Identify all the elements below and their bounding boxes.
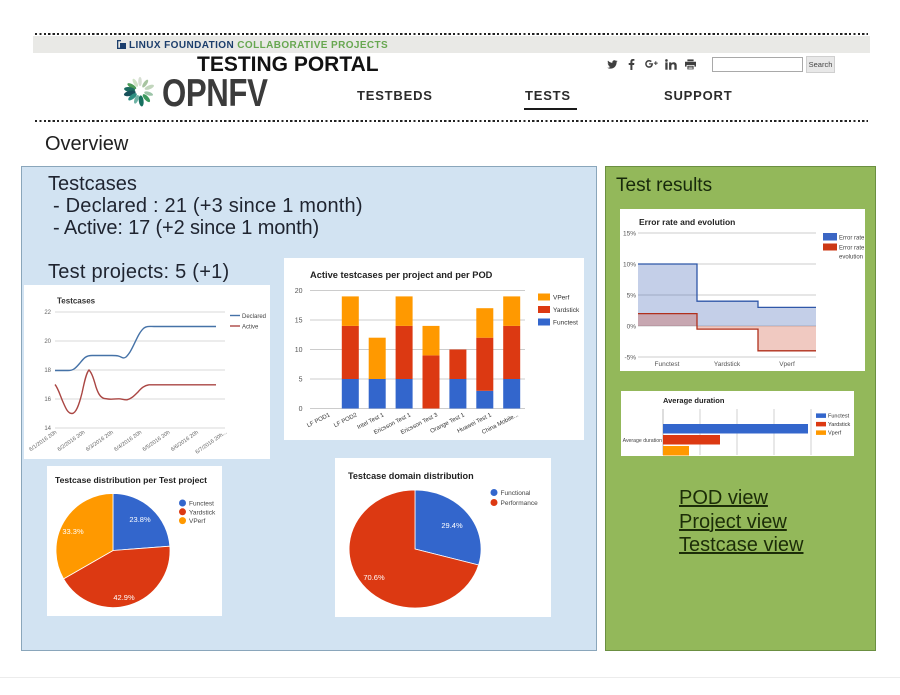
svg-text:Error rate and evolution: Error rate and evolution (639, 217, 735, 227)
svg-text:22: 22 (44, 310, 51, 316)
svg-text:70.6%: 70.6% (363, 573, 385, 582)
svg-text:Testcase domain distribution: Testcase domain distribution (348, 471, 474, 481)
svg-text:6/4/2016 20h: 6/4/2016 20h (113, 430, 143, 453)
svg-text:0: 0 (299, 406, 303, 413)
svg-text:18: 18 (44, 368, 51, 374)
svg-text:Average duration: Average duration (663, 396, 725, 405)
svg-text:Yardstick: Yardstick (189, 509, 216, 516)
svg-text:5%: 5% (627, 293, 637, 300)
svg-text:Functest: Functest (553, 320, 578, 327)
svg-text:Average duration: Average duration (623, 438, 663, 444)
svg-text:Active: Active (242, 325, 259, 331)
svg-text:Vperf: Vperf (828, 431, 842, 437)
svg-text:Testcase distribution per Test: Testcase distribution per Test project (55, 475, 207, 485)
svg-text:LF POD2: LF POD2 (333, 412, 359, 429)
svg-text:23.8%: 23.8% (129, 515, 151, 524)
svg-text:Active testcases per project a: Active testcases per project and per POD (310, 270, 493, 280)
svg-text:evolution: evolution (839, 255, 863, 261)
svg-text:15%: 15% (623, 231, 636, 238)
svg-text:Functest: Functest (189, 501, 214, 508)
svg-text:Functest: Functest (828, 414, 850, 420)
svg-text:Declared: Declared (242, 314, 266, 320)
svg-text:10%: 10% (623, 262, 636, 269)
svg-text:29.4%: 29.4% (441, 521, 463, 530)
svg-text:VPerf: VPerf (189, 518, 205, 525)
svg-text:16: 16 (44, 397, 51, 403)
svg-text:Vperf: Vperf (779, 361, 795, 368)
svg-text:Functest: Functest (655, 361, 680, 368)
svg-text:0%: 0% (627, 324, 637, 331)
svg-text:Yardstick: Yardstick (828, 422, 850, 428)
svg-text:Yardstick: Yardstick (714, 361, 741, 368)
svg-text:Performance: Performance (501, 500, 539, 507)
svg-text:20: 20 (295, 288, 303, 295)
svg-text:-5%: -5% (624, 355, 636, 362)
svg-text:15: 15 (295, 318, 303, 325)
svg-text:6/5/2016 20h: 6/5/2016 20h (142, 430, 172, 453)
svg-text:Yardstick: Yardstick (553, 307, 580, 314)
svg-text:Functional: Functional (501, 490, 532, 497)
svg-text:5: 5 (299, 377, 303, 384)
svg-text:Error rate: Error rate (839, 236, 865, 242)
svg-text:20: 20 (44, 339, 51, 345)
svg-text:6/2/2016 20h: 6/2/2016 20h (57, 430, 87, 453)
svg-text:6/3/2016 20h: 6/3/2016 20h (85, 430, 115, 453)
svg-text:33.3%: 33.3% (62, 527, 84, 536)
svg-text:6/7/2016 20h...: 6/7/2016 20h... (195, 429, 229, 455)
svg-text:LF POD1: LF POD1 (306, 412, 332, 429)
svg-text:14: 14 (44, 426, 51, 432)
svg-text:Testcases: Testcases (57, 297, 96, 306)
svg-text:10: 10 (295, 347, 303, 354)
svg-text:6/1/2016 20h: 6/1/2016 20h (28, 430, 58, 453)
svg-text:VPerf: VPerf (553, 295, 569, 302)
svg-text:42.9%: 42.9% (113, 593, 135, 602)
svg-text:Error rate: Error rate (839, 246, 865, 252)
